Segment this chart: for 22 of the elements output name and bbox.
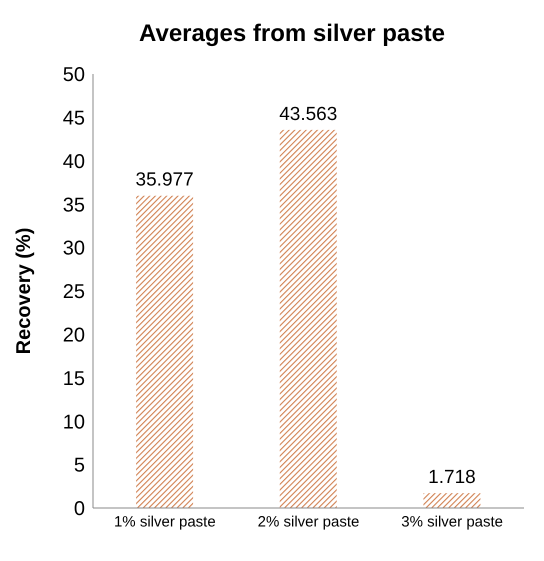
y-tick-label: 20 bbox=[62, 324, 85, 346]
bar bbox=[136, 196, 194, 508]
data-label: 1.718 bbox=[428, 467, 476, 488]
x-tick-label: 1% silver paste bbox=[114, 514, 216, 531]
y-tick-label: 10 bbox=[62, 411, 85, 434]
chart-title: Averages from silver paste bbox=[138, 19, 446, 49]
bar bbox=[423, 493, 480, 508]
y-tick-label: 40 bbox=[62, 150, 85, 173]
x-tick-label: 3% silver paste bbox=[401, 514, 504, 531]
x-tick-label: 2% silver paste bbox=[258, 514, 360, 531]
y-tick-label: 45 bbox=[62, 108, 85, 130]
y-tick-label: 50 bbox=[62, 64, 85, 86]
data-label: 35.977 bbox=[136, 170, 194, 191]
data-label: 43.563 bbox=[279, 104, 338, 125]
y-tick-label: 0 bbox=[74, 498, 85, 520]
y-tick-label: 30 bbox=[62, 238, 85, 260]
y-tick-label: 15 bbox=[62, 368, 85, 390]
y-tick-label: 5 bbox=[74, 454, 85, 477]
y-tick-label: 25 bbox=[62, 281, 85, 304]
y-tick-label: 35 bbox=[62, 194, 85, 216]
bar bbox=[280, 130, 337, 508]
y-axis-title: Recovery (%) bbox=[13, 228, 36, 354]
